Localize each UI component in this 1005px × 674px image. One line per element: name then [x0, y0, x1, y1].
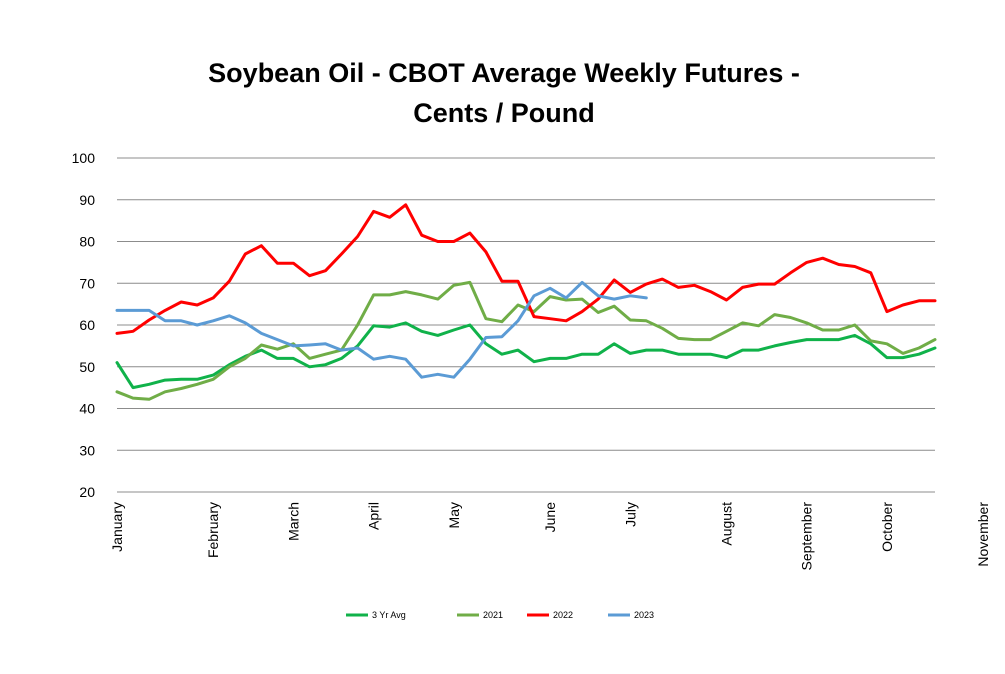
series-lines [115, 203, 937, 401]
series-line-3 [115, 280, 648, 379]
legend-label: 3 Yr Avg [372, 610, 406, 620]
x-month-label: June [542, 502, 558, 533]
x-month-label: November [975, 502, 991, 567]
y-tick-label: 20 [79, 484, 95, 500]
series-line-0 [115, 321, 937, 390]
y-tick-label: 90 [79, 192, 95, 208]
legend-label: 2022 [553, 610, 573, 620]
y-tick-label: 80 [79, 234, 95, 250]
y-tick-label: 30 [79, 442, 95, 458]
x-month-label: July [622, 502, 638, 527]
legend: 3 Yr Avg 2021 2022 2023 [346, 610, 654, 620]
x-month-label: January [109, 502, 125, 552]
legend-label: 2023 [634, 610, 654, 620]
x-month-label: October [879, 502, 895, 552]
x-month-label: May [446, 502, 462, 528]
y-tick-labels: 100 90 80 70 60 50 40 30 20 [72, 150, 96, 500]
chart-title-line-1: Soybean Oil - CBOT Average Weekly Future… [208, 58, 800, 88]
y-tick-label: 40 [79, 401, 95, 417]
x-month-label: September [799, 502, 815, 571]
legend-label: 2021 [483, 610, 503, 620]
x-month-label: February [205, 502, 221, 558]
x-month-label: March [285, 502, 301, 541]
y-tick-label: 50 [79, 359, 95, 375]
x-month-labels: January February March April May June July Augu… [109, 502, 991, 571]
y-tick-label: 60 [79, 317, 95, 333]
y-tick-label: 100 [72, 150, 96, 166]
x-month-label: April [366, 502, 382, 530]
y-gridlines [117, 157, 935, 493]
x-month-label: August [718, 502, 734, 546]
series-line-2 [115, 203, 937, 335]
y-tick-label: 70 [79, 275, 95, 291]
chart-title-line-2: Cents / Pound [413, 98, 595, 128]
